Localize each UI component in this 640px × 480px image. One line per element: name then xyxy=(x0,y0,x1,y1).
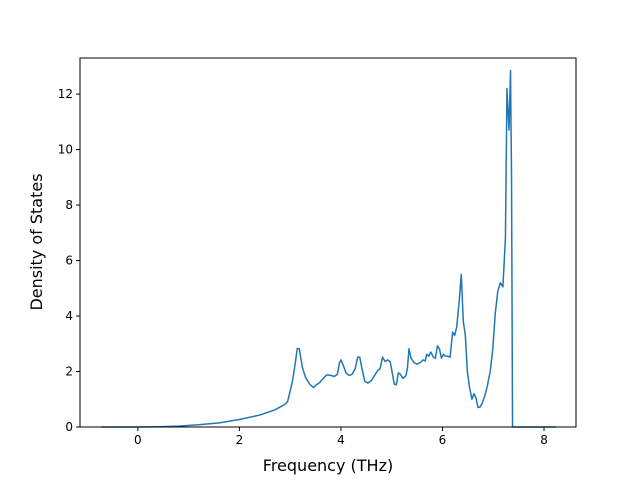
x-axis-label: Frequency (THz) xyxy=(263,456,393,475)
x-tick-label: 6 xyxy=(439,433,447,447)
y-tick-label: 4 xyxy=(65,309,73,323)
x-tick-label: 2 xyxy=(236,433,244,447)
series-layer xyxy=(101,69,556,428)
y-tick-label: 0 xyxy=(65,420,73,434)
y-tick-label: 8 xyxy=(65,198,73,212)
series-line xyxy=(101,69,556,428)
y-axis-ticks: 0 2 4 6 8 10 12 xyxy=(58,87,80,434)
x-tick-label: 4 xyxy=(337,433,345,447)
y-tick-label: 2 xyxy=(65,365,73,379)
y-tick-label: 10 xyxy=(58,143,73,157)
y-tick-label: 6 xyxy=(65,254,73,268)
x-tick-label: 8 xyxy=(540,433,548,447)
plot-frame xyxy=(79,57,577,428)
y-axis-label: Density of States xyxy=(27,173,46,310)
y-tick-label: 12 xyxy=(58,87,73,101)
x-tick-label: 0 xyxy=(134,433,142,447)
